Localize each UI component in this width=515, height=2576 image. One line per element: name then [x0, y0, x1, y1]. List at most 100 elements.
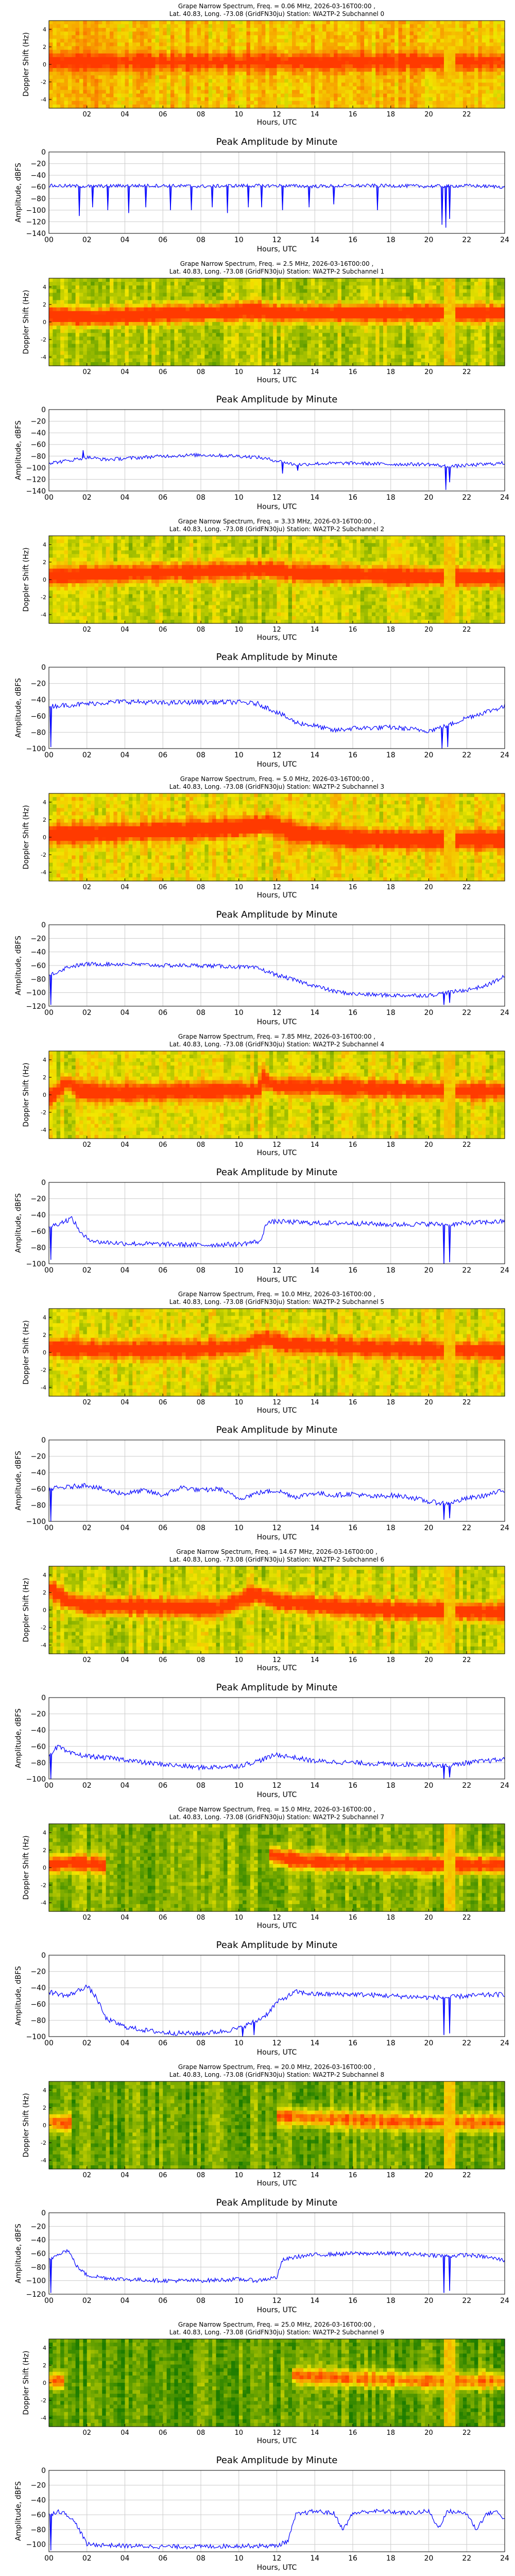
spectrogram-xtick-7-4: 10: [234, 1914, 243, 1922]
amplitude-xtick-2-7: 14: [310, 751, 319, 759]
amplitude-ylabel-3: Amplitude, dBFS: [14, 936, 23, 995]
spectrogram-xtick-2-6: 14: [311, 626, 319, 634]
spectrogram-xtick-6-7: 16: [349, 1656, 357, 1664]
amplitude-title-4: Peak Amplitude by Minute: [216, 1167, 338, 1178]
spectrogram-subtitle-9: Lat. 40.83, Long. -73.08 (GridFN30ju) St…: [169, 2329, 384, 2336]
amplitude-xtick-6-11: 22: [462, 1782, 471, 1790]
spectrogram-xlabel-6: Hours, UTC: [257, 1664, 297, 1672]
amplitude-ytick-4-0: 0: [41, 1179, 46, 1187]
spectrogram-ylabel-0: Doppler Shift (Hz): [22, 32, 30, 97]
amplitude-xtick-1-11: 22: [462, 494, 471, 502]
amplitude-xtick-0-6: 12: [272, 236, 282, 244]
spectrogram-ytick-3-2: 0: [43, 834, 46, 841]
spectrogram-xtick-2-9: 20: [424, 626, 433, 634]
amplitude-xtick-7-12: 24: [500, 2039, 509, 2047]
spectrogram-xtick-6-6: 14: [311, 1656, 319, 1664]
spectrogram-xtick-2-2: 06: [159, 626, 167, 634]
amplitude-xtick-6-2: 04: [121, 1782, 130, 1790]
amplitude-xtick-4-1: 02: [82, 1266, 92, 1275]
amplitude-xtick-5-8: 16: [348, 1524, 357, 1532]
amplitude-xtick-9-11: 22: [462, 2554, 471, 2563]
spectrogram-ytick-7-2: 0: [43, 1865, 46, 1871]
spectrogram-title-1: Grape Narrow Spectrum, Freq. = 2.5 MHz, …: [180, 260, 374, 267]
amplitude-ylabel-2: Amplitude, dBFS: [14, 678, 23, 738]
amplitude-ytick-6-2: −40: [30, 1726, 46, 1735]
amplitude-xtick-1-7: 14: [310, 494, 319, 502]
amplitude-ytick-7-0: 0: [41, 1952, 46, 1960]
spectrogram-ytick-7-4: -4: [41, 1900, 46, 1906]
spectrogram-xtick-6-4: 10: [234, 1656, 243, 1664]
spectrogram-xtick-4-9: 20: [424, 1141, 433, 1149]
amplitude-ytick-5-3: −60: [30, 1485, 46, 1494]
spectrogram-xtick-5-4: 10: [234, 1399, 243, 1406]
spectrogram-ytick-9-4: -4: [41, 2415, 46, 2421]
spectrogram-xtick-5-9: 20: [424, 1399, 433, 1406]
amplitude-xtick-2-3: 06: [158, 751, 167, 759]
spectrogram-xtick-2-3: 08: [197, 626, 205, 634]
spectrogram-xtick-9-3: 08: [197, 2429, 205, 2437]
spectrogram-xtick-8-2: 06: [159, 2172, 167, 2179]
spectrogram-ytick-5-3: -2: [41, 1367, 46, 1374]
spectrogram-subtitle-4: Lat. 40.83, Long. -73.08 (GridFN30ju) St…: [169, 1041, 384, 1048]
spectrogram-xtick-5-3: 08: [197, 1399, 205, 1406]
spectrogram-xtick-0-2: 06: [159, 111, 167, 118]
amplitude-xtick-3-3: 06: [158, 1009, 167, 1017]
spectrogram-ylabel-1: Doppler Shift (Hz): [22, 290, 30, 354]
spectrogram-ytick-4-3: -2: [41, 1109, 46, 1116]
amplitude-ylabel-9: Amplitude, dBFS: [14, 2481, 23, 2541]
amplitude-xtick-2-4: 08: [196, 751, 205, 759]
amplitude-ytick-3-2: −40: [30, 948, 46, 957]
spectrogram-cells-4: [49, 1051, 505, 1139]
amplitude-xtick-2-10: 20: [424, 751, 434, 759]
spectrogram-ytick-4-4: -4: [41, 1127, 46, 1133]
spectrogram-ytick-2-0: 4: [43, 541, 46, 548]
amplitude-ytick-3-4: −80: [30, 975, 46, 984]
amplitude-xtick-0-10: 20: [424, 236, 434, 244]
spectrogram-xtick-8-3: 08: [197, 2172, 205, 2179]
amplitude-ytick-9-3: −60: [30, 2511, 46, 2519]
amplitude-xlabel-1: Hours, UTC: [257, 503, 297, 511]
amplitude-xtick-3-5: 10: [234, 1009, 244, 1017]
spectrogram-ytick-6-4: -4: [41, 1642, 46, 1649]
spectrogram-ytick-0-2: 0: [43, 61, 46, 68]
amplitude-xtick-7-9: 18: [386, 2039, 396, 2047]
amplitude-xtick-5-2: 04: [121, 1524, 130, 1532]
spectrogram-cells-3: [49, 793, 505, 882]
spectrogram-title-9: Grape Narrow Spectrum, Freq. = 25.0 MHz,…: [178, 2321, 375, 2328]
amplitude-xtick-4-11: 22: [462, 1266, 471, 1275]
spectrogram-ytick-5-4: -4: [41, 1384, 46, 1391]
amplitude-ytick-7-2: −40: [30, 1984, 46, 1992]
amplitude-xtick-0-8: 16: [348, 236, 357, 244]
amplitude-xtick-5-4: 08: [196, 1524, 205, 1532]
spectrogram-xtick-3-1: 04: [121, 884, 129, 891]
amplitude-ylabel-0: Amplitude, dBFS: [14, 163, 23, 223]
spectrogram-cells-6: [49, 1566, 505, 1654]
amplitude-ytick-1-5: −100: [26, 464, 46, 472]
spectrogram-xtick-7-6: 14: [311, 1914, 319, 1922]
spectrogram-xtick-5-10: 22: [462, 1399, 471, 1406]
amplitude-xtick-6-3: 06: [158, 1782, 167, 1790]
amplitude-ytick-0-4: −80: [30, 195, 46, 203]
amplitude-ytick-5-4: −80: [30, 1501, 46, 1510]
amplitude-xtick-9-7: 14: [310, 2554, 319, 2563]
amplitude-title-3: Peak Amplitude by Minute: [216, 909, 338, 920]
spectrogram-ytick-8-0: 4: [43, 2087, 46, 2094]
amplitude-ytick-8-4: −80: [30, 2263, 46, 2272]
amplitude-ytick-0-6: −120: [26, 218, 46, 226]
spectrogram-chart-2: Grape Narrow Spectrum, Freq. = 3.33 MHz,…: [22, 518, 505, 642]
amplitude-xtick-4-4: 08: [196, 1266, 205, 1275]
spectrogram-ytick-7-3: -2: [41, 1882, 46, 1889]
spectrogram-xtick-5-5: 12: [272, 1399, 281, 1406]
spectrogram-ytick-3-3: -2: [41, 852, 46, 858]
amplitude-xtick-2-5: 10: [234, 751, 244, 759]
amplitude-xtick-1-6: 12: [272, 494, 282, 502]
amplitude-xtick-9-9: 18: [386, 2554, 396, 2563]
spectrogram-xtick-9-10: 22: [462, 2429, 471, 2437]
spectrogram-ytick-9-3: -2: [41, 2397, 46, 2404]
spectrogram-xtick-6-3: 08: [197, 1656, 205, 1664]
amplitude-xtick-3-10: 20: [424, 1009, 434, 1017]
spectrogram-xtick-7-0: 02: [82, 1914, 91, 1922]
amplitude-ytick-3-3: −60: [30, 962, 46, 970]
amplitude-xtick-6-10: 20: [424, 1782, 434, 1790]
